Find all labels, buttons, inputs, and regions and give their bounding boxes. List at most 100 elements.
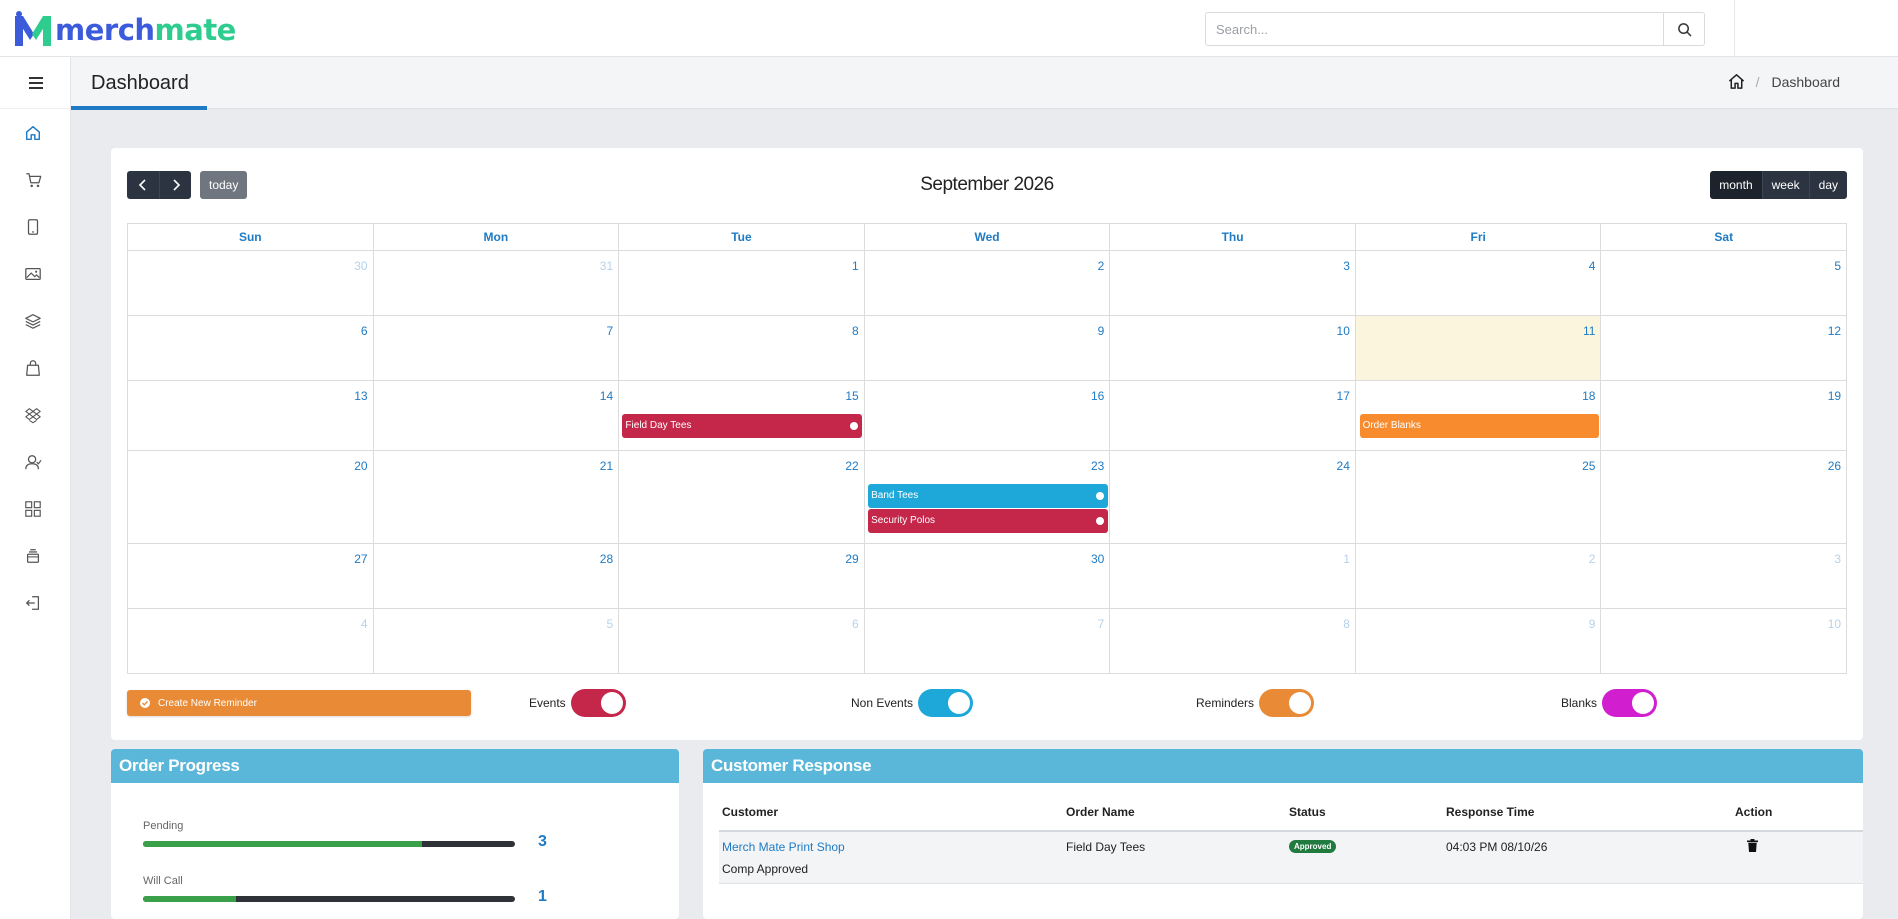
day-number[interactable]: 1	[1343, 552, 1350, 566]
menu-toggle-button[interactable]	[0, 57, 71, 109]
sidebar-item-layers[interactable]	[20, 308, 46, 334]
day-number[interactable]: 8	[852, 324, 859, 338]
day-number[interactable]: 9	[1588, 617, 1596, 631]
calendar-day[interactable]: 22	[619, 451, 865, 544]
toggle-non-events-switch[interactable]	[918, 689, 974, 717]
day-number[interactable]: 7	[1097, 617, 1105, 631]
view-month-button[interactable]: month	[1710, 171, 1762, 199]
calendar-day[interactable]: 6	[128, 316, 374, 381]
calendar-day[interactable]: 2	[1355, 544, 1602, 609]
day-number[interactable]: 26	[1827, 459, 1842, 473]
calendar-day[interactable]: 9	[1355, 609, 1602, 674]
next-month-button[interactable]	[159, 171, 191, 199]
day-number[interactable]: 13	[354, 389, 368, 403]
day-number[interactable]: 21	[599, 459, 614, 473]
calendar-day[interactable]: 28	[373, 544, 620, 609]
sidebar-item-cart[interactable]	[20, 167, 46, 193]
calendar-day[interactable]: 30	[128, 251, 374, 316]
calendar-day[interactable]: 7	[373, 316, 620, 381]
calendar-day[interactable]: 30	[864, 544, 1111, 609]
view-day-button[interactable]: day	[1808, 171, 1847, 199]
calendar-day[interactable]: 26	[1601, 451, 1848, 544]
calendar-day[interactable]: 2	[864, 251, 1111, 316]
sidebar-item-shop[interactable]	[20, 355, 46, 381]
calendar-day-today[interactable]: 11	[1355, 316, 1602, 381]
day-number[interactable]: 30	[354, 259, 368, 273]
day-number[interactable]: 4	[360, 617, 368, 631]
calendar-day[interactable]: 15	[619, 381, 865, 451]
calendar-day[interactable]: 13	[128, 381, 374, 451]
day-number[interactable]: 8	[1343, 617, 1350, 631]
search-button[interactable]	[1663, 13, 1704, 45]
calendar-day[interactable]: 23	[864, 451, 1111, 544]
day-number[interactable]: 3	[1834, 552, 1842, 566]
day-number[interactable]: 22	[845, 459, 859, 473]
calendar-day[interactable]: 6	[619, 609, 865, 674]
calendar-day[interactable]: 8	[619, 316, 865, 381]
day-number[interactable]: 17	[1336, 389, 1350, 403]
calendar-day[interactable]: 3	[1110, 251, 1356, 316]
day-number[interactable]: 31	[599, 259, 614, 273]
calendar-day[interactable]: 4	[128, 609, 374, 674]
customer-link[interactable]: Merch Mate Print Shop	[722, 840, 845, 854]
calendar-day[interactable]: 29	[619, 544, 865, 609]
day-number[interactable]: 10	[1336, 324, 1350, 338]
calendar-day[interactable]: 20	[128, 451, 374, 544]
calendar-day[interactable]: 21	[373, 451, 620, 544]
day-number[interactable]: 2	[1097, 259, 1105, 273]
calendar-day[interactable]: 24	[1110, 451, 1356, 544]
toggle-events-switch[interactable]	[570, 689, 626, 717]
day-number[interactable]: 19	[1827, 389, 1842, 403]
calendar-day[interactable]: 5	[1601, 251, 1848, 316]
view-week-button[interactable]: week	[1761, 171, 1809, 199]
sidebar-item-stack[interactable]	[20, 543, 46, 569]
calendar-event[interactable]: Band Tees	[868, 484, 1108, 508]
calendar-day[interactable]: 27	[128, 544, 374, 609]
calendar-day[interactable]: 9	[864, 316, 1111, 381]
calendar-day[interactable]: 3	[1601, 544, 1848, 609]
create-reminder-button[interactable]: Create New Reminder	[127, 690, 471, 716]
calendar-event[interactable]: Security Polos	[868, 509, 1108, 533]
day-number[interactable]: 10	[1827, 617, 1842, 631]
day-number[interactable]: 2	[1588, 552, 1596, 566]
day-number[interactable]: 15	[845, 389, 859, 403]
calendar-day[interactable]: 4	[1355, 251, 1602, 316]
calendar-day[interactable]: 8	[1110, 609, 1356, 674]
toggle-blanks-switch[interactable]	[1602, 689, 1658, 717]
calendar-day[interactable]: 16	[864, 381, 1111, 451]
calendar-event[interactable]: Field Day Tees	[622, 414, 863, 438]
day-number[interactable]: 28	[599, 552, 614, 566]
day-number[interactable]: 18	[1582, 389, 1596, 403]
day-number[interactable]: 25	[1582, 459, 1596, 473]
day-number[interactable]: 29	[845, 552, 859, 566]
delete-button[interactable]	[1747, 839, 1758, 855]
sidebar-item-grid[interactable]	[20, 496, 46, 522]
day-number[interactable]: 3	[1343, 259, 1350, 273]
day-number[interactable]: 30	[1090, 552, 1105, 566]
calendar-day[interactable]: 14	[373, 381, 620, 451]
day-number[interactable]: 27	[354, 552, 368, 566]
sidebar-item-users[interactable]	[20, 449, 46, 475]
calendar-day[interactable]: 1	[1110, 544, 1356, 609]
day-number[interactable]: 20	[354, 459, 368, 473]
sidebar-item-tablet[interactable]	[20, 214, 46, 240]
day-number[interactable]: 4	[1588, 259, 1596, 273]
day-number[interactable]: 11	[1583, 324, 1596, 338]
calendar-day[interactable]: 31	[373, 251, 620, 316]
day-number[interactable]: 5	[1834, 259, 1842, 273]
day-number[interactable]: 1	[852, 259, 859, 273]
calendar-day[interactable]: 10	[1110, 316, 1356, 381]
day-number[interactable]: 16	[1090, 389, 1105, 403]
calendar-day[interactable]: 5	[373, 609, 620, 674]
day-number[interactable]: 6	[360, 324, 368, 338]
sidebar-item-dropbox[interactable]	[20, 402, 46, 428]
calendar-day[interactable]: 1	[619, 251, 865, 316]
day-number[interactable]: 5	[606, 617, 614, 631]
calendar-day[interactable]: 12	[1601, 316, 1848, 381]
prev-month-button[interactable]	[127, 171, 159, 199]
day-number[interactable]: 23	[1090, 459, 1105, 473]
day-number[interactable]: 14	[599, 389, 614, 403]
calendar-day[interactable]: 17	[1110, 381, 1356, 451]
sidebar-item-home[interactable]	[20, 120, 46, 146]
calendar-day[interactable]: 7	[864, 609, 1111, 674]
